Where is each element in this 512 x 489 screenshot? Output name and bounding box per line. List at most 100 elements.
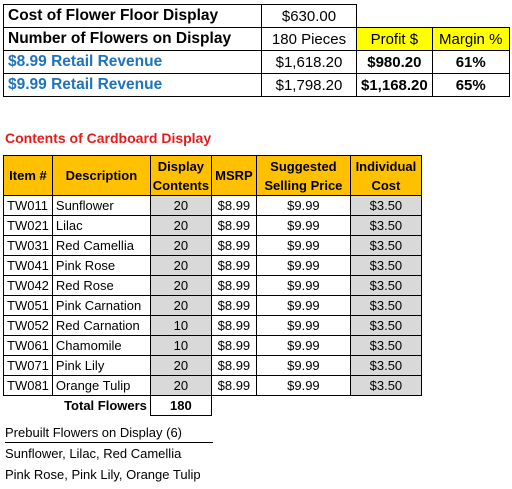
cell-display-contents: 20 [149,255,212,276]
summary-row-count: Number of Flowers on Display 180 Pieces … [3,27,510,51]
header-item: Item # [3,155,53,196]
cell-msrp: $8.99 [210,315,257,336]
count-value: 180 Pieces [261,27,357,51]
cell-msrp: $8.99 [210,355,257,376]
cell-item-number: TW031 [3,235,53,256]
cell-description: Red Camellia [51,235,151,256]
table-row: TW031 Red Camellia 20 $8.99 $9.99 $3.50 [3,235,422,256]
cell-individual-cost: $3.50 [349,275,422,296]
cell-individual-cost: $3.50 [349,335,422,356]
total-label: Total Flowers [64,398,147,414]
contents-header-row: Item # Description Display Contents MSRP… [3,155,422,196]
header-msrp: MSRP [210,155,257,196]
cell-individual-cost: $3.50 [349,255,422,276]
header-description: Description [51,155,151,196]
rev899-label: $8.99 Retail Revenue [3,50,262,74]
cell-display-contents: 20 [149,355,212,376]
summary-row-cost: Cost of Flower Floor Display $630.00 [3,4,510,28]
cell-msrp: $8.99 [210,295,257,316]
cell-description: Red Carnation [51,315,151,336]
cell-description: Pink Carnation [51,295,151,316]
cell-description: Orange Tulip [51,375,151,396]
header-display-contents-line1: Display [157,158,205,174]
cell-item-number: TW071 [3,355,53,376]
contents-body: TW011 Sunflower 20 $8.99 $9.99 $3.50 TW021 Lila… [3,195,422,396]
header-individual-cost: Individual Cost [349,155,422,196]
rev999-margin: 65% [431,73,510,97]
cell-item-number: TW061 [3,335,53,356]
prebuilt-line-1: Sunflower, Lilac, Red Camellia [5,446,182,461]
cell-description: Pink Lily [51,355,151,376]
contents-title: Contents of Cardboard Display [5,130,212,146]
cell-individual-cost: $3.50 [349,315,422,336]
rev999-profit: $1,168.20 [356,73,433,97]
cell-display-contents: 20 [149,275,212,296]
cell-item-number: TW052 [3,315,53,336]
header-display-contents-line2: Contents [152,177,210,193]
empty-cell [350,396,421,416]
empty-cell [357,5,433,28]
cell-description: Chamomile [51,335,151,356]
empty-cell [432,5,509,28]
summary-row-rev999: $9.99 Retail Revenue $1,798.20 $1,168.20… [3,73,510,97]
rev899-value: $1,618.20 [261,50,357,74]
total-value: 180 [149,395,212,416]
cell-display-contents: 10 [149,335,212,356]
header-selling-price-line1: Suggested [270,158,337,174]
cell-item-number: TW041 [3,255,53,276]
cell-display-contents: 20 [149,195,212,216]
cell-individual-cost: $3.50 [349,355,422,376]
cell-individual-cost: $3.50 [349,375,422,396]
cell-selling-price: $9.99 [255,275,351,296]
rev899-margin: 61% [431,50,510,74]
cell-description: Lilac [51,215,151,236]
margin-header: Margin % [431,27,510,51]
profit-header: Profit $ [356,27,433,51]
cell-msrp: $8.99 [210,235,257,256]
cell-display-contents: 10 [149,315,212,336]
cell-item-number: TW051 [3,295,53,316]
cell-msrp: $8.99 [210,275,257,296]
cell-individual-cost: $3.50 [349,215,422,236]
header-individual-cost-line2: Cost [371,177,401,193]
cell-msrp: $8.99 [210,255,257,276]
cell-selling-price: $9.99 [255,355,351,376]
table-row: TW041 Pink Rose 20 $8.99 $9.99 $3.50 [3,255,422,276]
cell-description: Pink Rose [51,255,151,276]
prebuilt-title: Prebuilt Flowers on Display (6) [5,425,213,443]
cell-selling-price: $9.99 [255,195,351,216]
cell-selling-price: $9.99 [255,235,351,256]
table-row: TW021 Lilac 20 $8.99 $9.99 $3.50 [3,215,422,236]
cell-item-number: TW011 [3,195,53,216]
cell-selling-price: $9.99 [255,315,351,336]
header-selling-price-line2: Selling Price [264,177,343,193]
cell-display-contents: 20 [149,235,212,256]
prebuilt-line-2: Pink Rose, Pink Lily, Orange Tulip [5,467,201,482]
table-row: TW081 Orange Tulip 20 $8.99 $9.99 $3.50 [3,375,422,396]
cell-selling-price: $9.99 [255,335,351,356]
table-row: TW061 Chamomile 10 $8.99 $9.99 $3.50 [3,335,422,356]
cell-individual-cost: $3.50 [349,195,422,216]
count-label: Number of Flowers on Display [3,27,262,51]
total-row: Total Flowers 180 [4,395,422,416]
cost-value: $630.00 [261,4,357,28]
summary-row-rev899: $8.99 Retail Revenue $1,618.20 $980.20 6… [3,50,510,74]
cost-label: Cost of Flower Floor Display [3,4,262,28]
cell-display-contents: 20 [149,375,212,396]
cell-display-contents: 20 [149,215,212,236]
rev999-value: $1,798.20 [261,73,357,97]
cell-item-number: TW042 [3,275,53,296]
header-selling-price: Suggested Selling Price [255,155,351,196]
cell-selling-price: $9.99 [255,295,351,316]
cell-individual-cost: $3.50 [349,235,422,256]
rev899-profit: $980.20 [356,50,433,74]
cell-msrp: $8.99 [210,335,257,356]
contents-table: Item # Description Display Contents MSRP… [3,155,422,416]
empty-cell [256,396,350,416]
cell-msrp: $8.99 [210,215,257,236]
header-display-contents: Display Contents [149,155,212,196]
cell-display-contents: 20 [149,295,212,316]
header-individual-cost-line1: Individual [355,158,417,174]
cell-selling-price: $9.99 [255,375,351,396]
table-row: TW051 Pink Carnation 20 $8.99 $9.99 $3.50 [3,295,422,316]
